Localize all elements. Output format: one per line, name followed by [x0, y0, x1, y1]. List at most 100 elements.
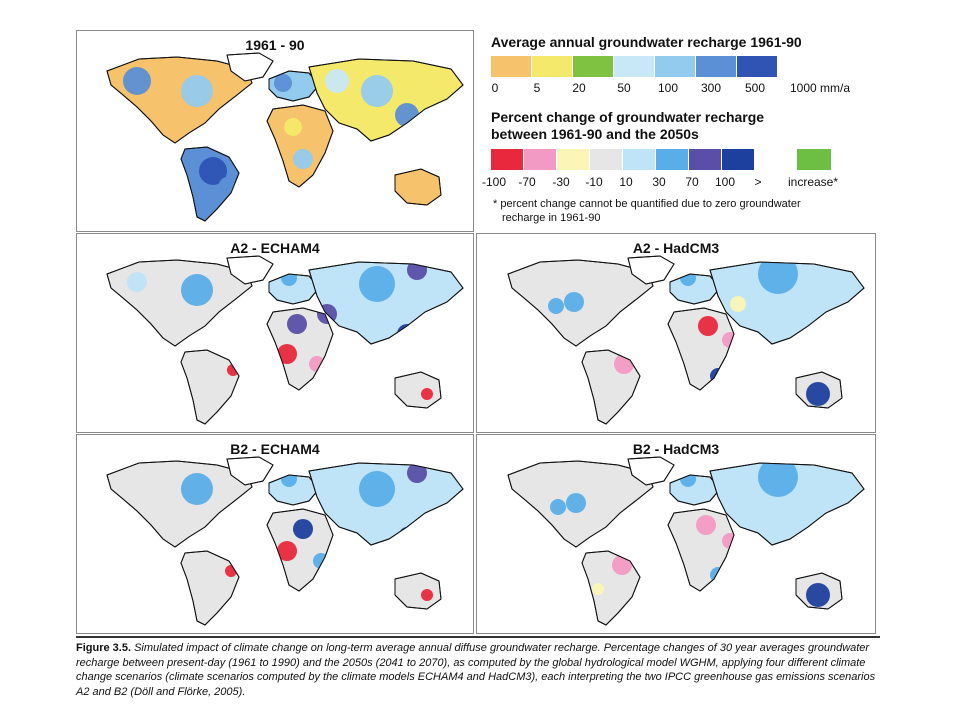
map-shading-north-america: [550, 493, 586, 515]
map-shading-region: [730, 296, 746, 312]
map-shading-region: [181, 274, 213, 306]
coastline: [308, 58, 464, 142]
coastline: [394, 371, 442, 409]
change-tick: 30: [652, 175, 666, 189]
map-shading-region: [564, 292, 584, 312]
change-tick: 100: [714, 175, 736, 189]
change-swatch: [557, 149, 589, 170]
recharge-swatch: [491, 56, 531, 77]
coastline: [180, 146, 240, 222]
recharge-swatch: [614, 56, 654, 77]
map-shading-region: [421, 589, 433, 601]
map-shading-region: [592, 583, 604, 595]
map-shading-region: [758, 262, 798, 294]
coastline: [308, 261, 464, 345]
map-shading-region: [598, 338, 610, 350]
coastline: [268, 273, 320, 305]
world-map-b2-echam4: [106, 456, 464, 626]
coastline: [795, 371, 843, 409]
world-map-a2-hadcm3: [507, 255, 865, 425]
coastline: [226, 255, 274, 285]
map-shading-region: [612, 555, 632, 575]
change-swatch: [524, 149, 556, 170]
map-shading-region: [309, 356, 325, 372]
map-shading-australia: [806, 583, 830, 607]
world-map-baseline: [106, 52, 464, 222]
map-shading-region: [277, 541, 297, 561]
map-shading-australia: [421, 388, 433, 400]
map-shading-region: [421, 388, 433, 400]
map-shading-region: [293, 519, 313, 539]
coastline: [106, 56, 253, 144]
map-shading-region: [722, 533, 734, 549]
map-shading-asia: [325, 69, 427, 133]
change-tick: -30: [552, 175, 570, 189]
map-shading-region: [181, 473, 213, 505]
map-panel-a2-hadcm3: A2 - HadCM3: [476, 233, 876, 433]
map-shading-africa: [284, 118, 313, 169]
recharge-tick: 300: [700, 81, 722, 95]
figure-caption: Figure 3.5. Simulated impact of climate …: [76, 636, 880, 700]
change-tick: 10: [619, 175, 633, 189]
recharge-swatch: [737, 56, 777, 77]
panel-title: A2 - ECHAM4: [230, 240, 320, 256]
coastline: [507, 460, 654, 548]
map-shading-region: [277, 344, 297, 364]
map-shading-region: [548, 298, 564, 314]
coastline: [308, 462, 464, 546]
panel-title: B2 - ECHAM4: [230, 441, 320, 457]
map-shading-region: [181, 75, 213, 107]
map-shading-region: [680, 274, 696, 286]
map-shading-region: [287, 314, 307, 334]
map-shading-region: [758, 463, 798, 497]
map-panel-a2-echam4: A2 - ECHAM4: [76, 233, 474, 433]
panel-title: 1961 - 90: [245, 37, 305, 53]
map-shading-region: [325, 69, 349, 93]
recharge-tick: 20: [572, 81, 586, 95]
coastline: [627, 456, 675, 486]
map-shading-australia: [421, 589, 433, 601]
recharge-swatch: [573, 56, 613, 77]
map-shading-region: [359, 471, 395, 507]
change-swatch: [491, 149, 523, 170]
map-shading-europe: [281, 475, 297, 487]
panel-title: A2 - HadCM3: [632, 240, 720, 256]
coastline: [795, 572, 843, 610]
map-shading-region: [722, 332, 734, 348]
map-shading-europe: [680, 475, 696, 487]
map-shading-region: [415, 121, 427, 133]
map-shading-region: [598, 338, 610, 346]
coastline: [709, 261, 865, 345]
map-shading-north-america: [181, 473, 213, 505]
increase-swatch: [797, 149, 831, 170]
map-shading-europe: [281, 274, 297, 286]
coastline: [268, 474, 320, 506]
map-shading-region: [274, 74, 292, 92]
map-shading-europe: [680, 274, 696, 286]
change-swatch: [689, 149, 721, 170]
coastline: [581, 550, 641, 626]
recharge-legend-title: Average annual groundwater recharge 1961…: [491, 34, 802, 50]
change-swatch: [656, 149, 688, 170]
change-swatch: [623, 149, 655, 170]
coastline: [394, 168, 442, 206]
coastline: [507, 259, 654, 347]
figure-label: Figure 3.5.: [76, 642, 132, 654]
coastline: [266, 508, 334, 592]
map-shading-region: [123, 67, 151, 95]
map-legend: Average annual groundwater recharge 1961…: [475, 30, 875, 230]
map-shading-australia: [806, 382, 830, 406]
recharge-swatch: [655, 56, 695, 77]
map-shading-region: [281, 475, 297, 487]
map-shading-region: [415, 121, 427, 133]
recharge-tick: 50: [617, 81, 631, 95]
map-shading-region: [415, 121, 427, 133]
recharge-swatch: [532, 56, 572, 77]
recharge-tick: 1000 mm/a: [789, 81, 851, 95]
map-panel-b2-echam4: B2 - ECHAM4: [76, 434, 474, 634]
map-shading-region: [284, 118, 302, 136]
map-shading-region: [680, 475, 696, 487]
coastline: [667, 508, 735, 592]
world-map-b2-hadcm3: [507, 456, 865, 626]
coastline: [180, 550, 240, 626]
